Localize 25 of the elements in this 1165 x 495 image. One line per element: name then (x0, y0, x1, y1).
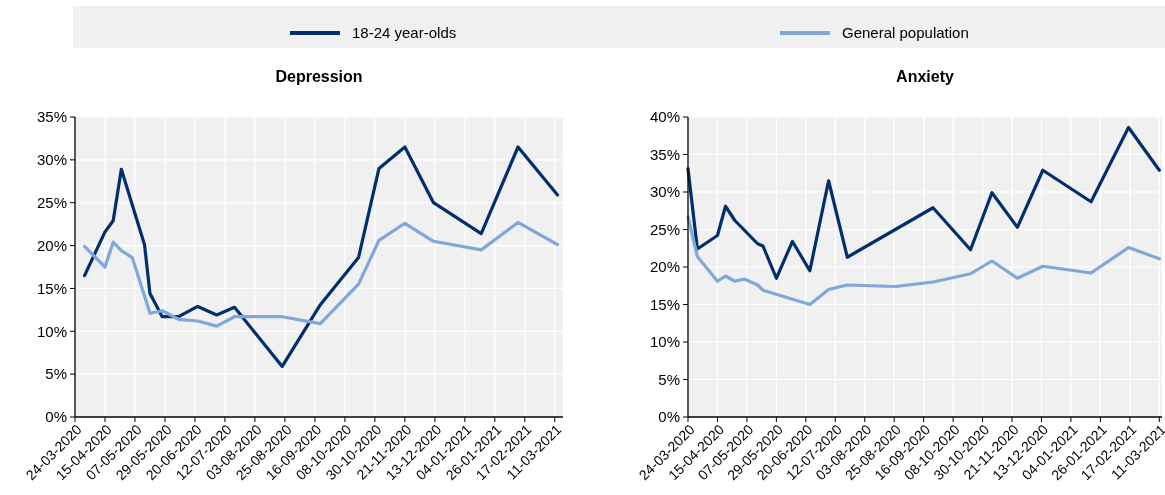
y-tick-label: 0% (45, 408, 67, 426)
y-tick-label: 15% (36, 279, 67, 297)
y-tick-label: 35% (649, 145, 680, 163)
legend-label: General population (842, 24, 969, 42)
y-tick-label: 30% (649, 183, 680, 201)
y-tick-label: 20% (36, 236, 67, 254)
y-tick-label: 15% (649, 295, 680, 313)
chart-title: Depression (275, 68, 363, 85)
y-tick-label: 30% (36, 151, 67, 169)
y-tick-label: 40% (649, 108, 680, 126)
line-series (82, 145, 560, 369)
line-series (82, 220, 560, 328)
y-tick-label: 5% (45, 365, 67, 383)
y-tick-label: 35% (36, 108, 67, 126)
y-tick-label: 10% (36, 322, 67, 340)
line-series (686, 125, 1161, 280)
line-series (686, 215, 1161, 307)
y-tick-label: 20% (649, 258, 680, 276)
y-tick-label: 25% (649, 220, 680, 238)
y-tick-label: 0% (658, 408, 680, 426)
y-tick-label: 25% (36, 193, 67, 211)
y-tick-label: 5% (658, 370, 680, 388)
chart-title: Anxiety (896, 68, 954, 85)
y-tick-label: 10% (649, 333, 680, 351)
legend-label: 18-24 year-olds (352, 24, 457, 42)
